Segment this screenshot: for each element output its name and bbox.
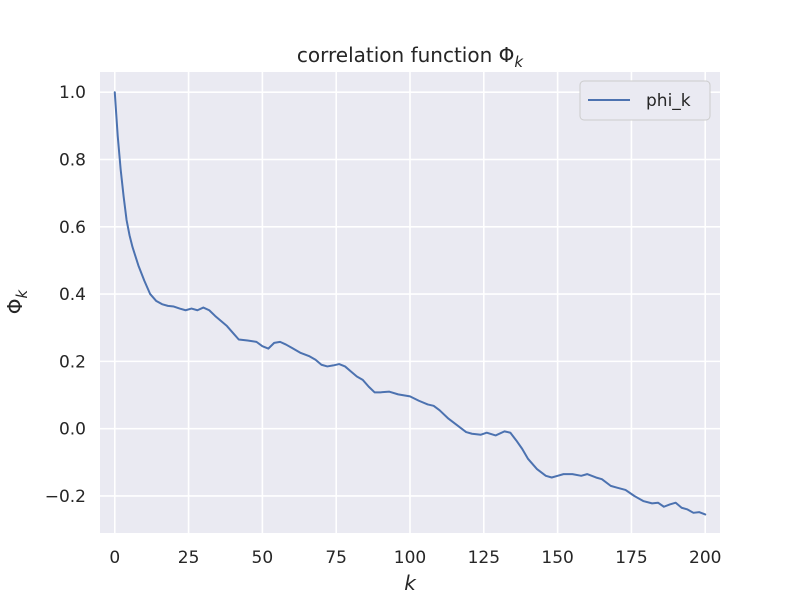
series-line-phi-k — [113, 91, 707, 516]
y-tick-label: 1.0 — [59, 83, 86, 103]
grid — [100, 72, 720, 533]
x-tick-label: 25 — [178, 548, 200, 568]
x-tick-label: 150 — [541, 548, 573, 568]
x-tick-label: 175 — [615, 548, 647, 568]
x-tick-label: 0 — [109, 548, 120, 568]
y-tick-label: 0.6 — [59, 218, 86, 238]
y-axis-label: Φk — [3, 288, 31, 314]
y-tick-label: 0.4 — [59, 285, 86, 305]
y-tick-label: 0.0 — [59, 420, 86, 440]
y-tick-label: −0.2 — [45, 487, 86, 507]
y-tick-label: 0.2 — [59, 352, 86, 372]
x-tick-label: 50 — [252, 548, 274, 568]
x-tick-label: 100 — [394, 548, 426, 568]
x-tick-labels: 0 25 50 75 100 125 150 175 200 — [109, 548, 721, 568]
series-group — [113, 91, 707, 516]
chart-title: correlation function Φk — [297, 43, 524, 71]
legend-box — [579, 80, 711, 121]
y-tick-labels: −0.2 0.0 0.2 0.4 0.6 0.8 1.0 — [45, 83, 86, 507]
x-axis-label: k — [404, 571, 417, 595]
x-tick-label: 200 — [689, 548, 721, 568]
legend-label-phi-k: phi_k — [646, 91, 691, 111]
x-tick-label: 125 — [468, 548, 500, 568]
legend: phi_k — [579, 80, 711, 121]
x-tick-label: 75 — [325, 548, 347, 568]
y-tick-label: 0.8 — [59, 150, 86, 170]
